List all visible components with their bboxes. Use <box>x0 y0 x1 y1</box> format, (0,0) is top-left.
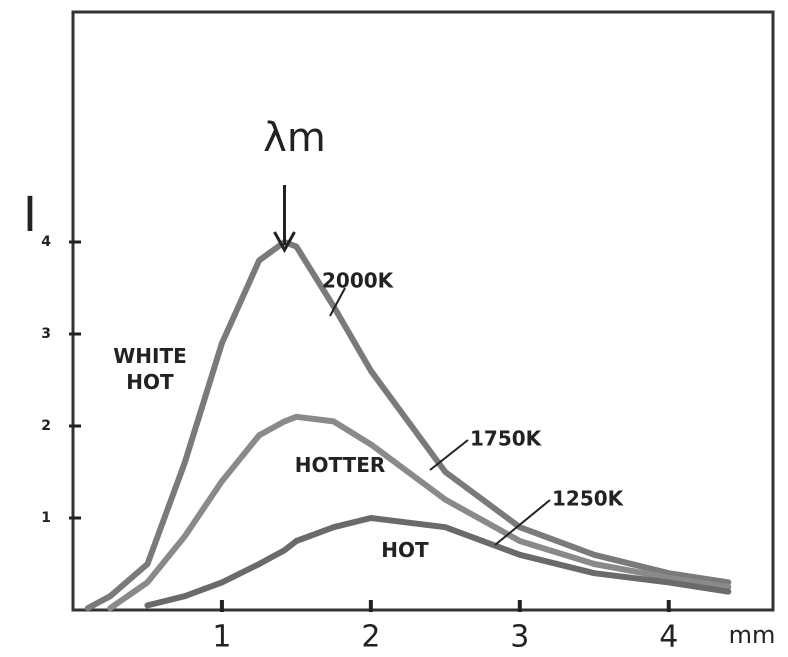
y-tick-label: 4 <box>41 234 51 250</box>
peak-arrowhead <box>273 231 296 254</box>
legend-leader <box>494 499 551 546</box>
x-axis-label: mm <box>729 621 776 649</box>
x-tick-label: 4 <box>659 620 678 655</box>
legend-label: 1250K <box>552 487 625 511</box>
x-tick-label: 3 <box>510 620 529 655</box>
y-tick-label: 1 <box>41 510 51 526</box>
legend-leader <box>429 439 469 471</box>
legend-leader <box>329 287 346 317</box>
x-tick-label: 1 <box>212 620 231 655</box>
region-label: HOT <box>381 538 429 562</box>
series-line <box>84 239 732 612</box>
peak-label: λm <box>263 115 326 161</box>
legend-label: 2000K <box>322 269 395 293</box>
y-axis-label: I <box>23 187 37 243</box>
series-line <box>144 515 732 609</box>
y-tick-label: 2 <box>41 418 51 434</box>
y-tick-label: 3 <box>41 326 51 342</box>
x-tick-label: 2 <box>361 620 380 655</box>
plot-frame <box>71 10 775 612</box>
region-label: HOTTER <box>294 453 386 477</box>
series-line <box>107 413 732 612</box>
region-label: WHITE HOT <box>113 344 187 394</box>
legend-label: 1750K <box>470 427 543 451</box>
